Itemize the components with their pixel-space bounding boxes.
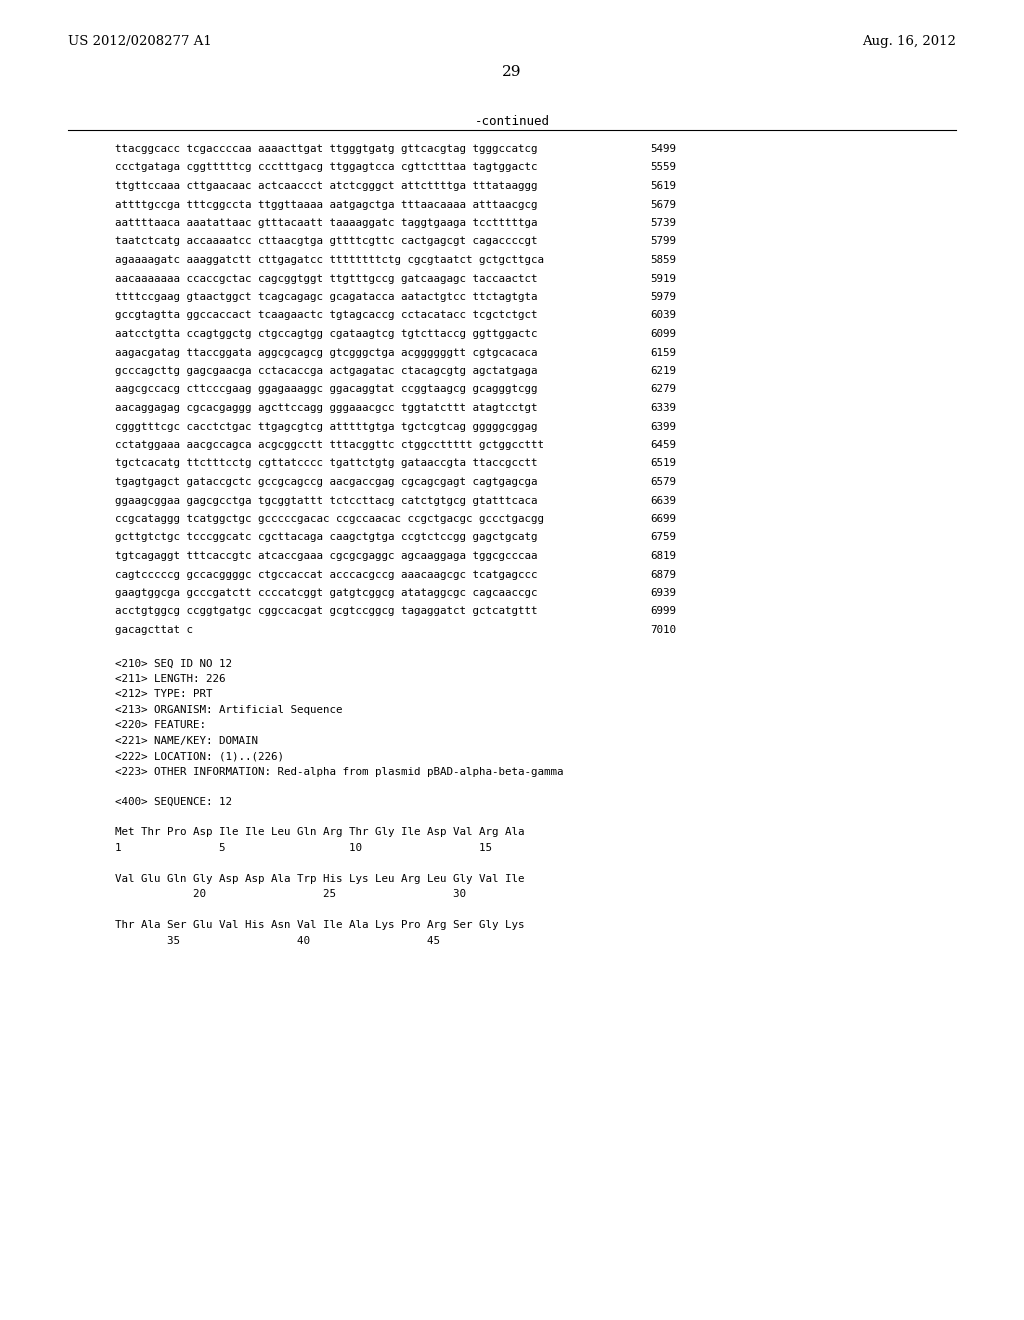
Text: gccgtagtta ggccaccact tcaagaactc tgtagcaccg cctacatacc tcgctctgct: gccgtagtta ggccaccact tcaagaactc tgtagca…: [115, 310, 538, 321]
Text: 6159: 6159: [650, 347, 676, 358]
Text: <220> FEATURE:: <220> FEATURE:: [115, 721, 206, 730]
Text: cgggtttcgc cacctctgac ttgagcgtcg atttttgtga tgctcgtcag gggggcggag: cgggtttcgc cacctctgac ttgagcgtcg atttttg…: [115, 421, 538, 432]
Text: 20                  25                  30: 20 25 30: [115, 890, 466, 899]
Text: US 2012/0208277 A1: US 2012/0208277 A1: [68, 36, 212, 48]
Text: 5499: 5499: [650, 144, 676, 154]
Text: aatcctgtta ccagtggctg ctgccagtgg cgataagtcg tgtcttaccg ggttggactc: aatcctgtta ccagtggctg ctgccagtgg cgataag…: [115, 329, 538, 339]
Text: Aug. 16, 2012: Aug. 16, 2012: [862, 36, 956, 48]
Text: gcttgtctgc tcccggcatc cgcttacaga caagctgtga ccgtctccgg gagctgcatg: gcttgtctgc tcccggcatc cgcttacaga caagctg…: [115, 532, 538, 543]
Text: 7010: 7010: [650, 624, 676, 635]
Text: aacaggagag cgcacgaggg agcttccagg gggaaacgcc tggtatcttt atagtcctgt: aacaggagag cgcacgaggg agcttccagg gggaaac…: [115, 403, 538, 413]
Text: gaagtggcga gcccgatctt ccccatcggt gatgtcggcg atataggcgc cagcaaccgc: gaagtggcga gcccgatctt ccccatcggt gatgtcg…: [115, 587, 538, 598]
Text: <400> SEQUENCE: 12: <400> SEQUENCE: 12: [115, 796, 232, 807]
Text: 6699: 6699: [650, 513, 676, 524]
Text: cctatggaaa aacgccagca acgcggcctt tttacggttc ctggccttttt gctggccttt: cctatggaaa aacgccagca acgcggcctt tttacgg…: [115, 440, 544, 450]
Text: 6099: 6099: [650, 329, 676, 339]
Text: 6039: 6039: [650, 310, 676, 321]
Text: acctgtggcg ccggtgatgc cggccacgat gcgtccggcg tagaggatct gctcatgttt: acctgtggcg ccggtgatgc cggccacgat gcgtccg…: [115, 606, 538, 616]
Text: 6759: 6759: [650, 532, 676, 543]
Text: 6399: 6399: [650, 421, 676, 432]
Text: ttgttccaaa cttgaacaac actcaaccct atctcgggct attcttttga tttataaggg: ttgttccaaa cttgaacaac actcaaccct atctcgg…: [115, 181, 538, 191]
Text: Met Thr Pro Asp Ile Ile Leu Gln Arg Thr Gly Ile Asp Val Arg Ala: Met Thr Pro Asp Ile Ile Leu Gln Arg Thr …: [115, 828, 524, 837]
Text: agaaaagatc aaaggatctt cttgagatcc ttttttttctg cgcgtaatct gctgcttgca: agaaaagatc aaaggatctt cttgagatcc ttttttt…: [115, 255, 544, 265]
Text: <213> ORGANISM: Artificial Sequence: <213> ORGANISM: Artificial Sequence: [115, 705, 342, 715]
Text: 5679: 5679: [650, 199, 676, 210]
Text: -continued: -continued: [474, 115, 550, 128]
Text: cagtcccccg gccacggggc ctgccaccat acccacgccg aaacaagcgc tcatgagccc: cagtcccccg gccacggggc ctgccaccat acccacg…: [115, 569, 538, 579]
Text: <211> LENGTH: 226: <211> LENGTH: 226: [115, 673, 225, 684]
Text: <212> TYPE: PRT: <212> TYPE: PRT: [115, 689, 213, 700]
Text: 6279: 6279: [650, 384, 676, 395]
Text: attttgccga tttcggccta ttggttaaaa aatgagctga tttaacaaaa atttaacgcg: attttgccga tttcggccta ttggttaaaa aatgagc…: [115, 199, 538, 210]
Text: ttacggcacc tcgaccccaa aaaacttgat ttgggtgatg gttcacgtag tgggccatcg: ttacggcacc tcgaccccaa aaaacttgat ttgggtg…: [115, 144, 538, 154]
Text: aagcgccacg cttcccgaag ggagaaaggc ggacaggtat ccggtaagcg gcagggtcgg: aagcgccacg cttcccgaag ggagaaaggc ggacagg…: [115, 384, 538, 395]
Text: <221> NAME/KEY: DOMAIN: <221> NAME/KEY: DOMAIN: [115, 735, 258, 746]
Text: 6519: 6519: [650, 458, 676, 469]
Text: taatctcatg accaaaatcc cttaacgtga gttttcgttc cactgagcgt cagaccccgt: taatctcatg accaaaatcc cttaacgtga gttttcg…: [115, 236, 538, 247]
Text: tgtcagaggt tttcaccgtc atcaccgaaa cgcgcgaggc agcaaggaga tggcgcccaa: tgtcagaggt tttcaccgtc atcaccgaaa cgcgcga…: [115, 550, 538, 561]
Text: 5919: 5919: [650, 273, 676, 284]
Text: 6219: 6219: [650, 366, 676, 376]
Text: <223> OTHER INFORMATION: Red-alpha from plasmid pBAD-alpha-beta-gamma: <223> OTHER INFORMATION: Red-alpha from …: [115, 767, 563, 776]
Text: gcccagcttg gagcgaacga cctacaccga actgagatac ctacagcgtg agctatgaga: gcccagcttg gagcgaacga cctacaccga actgaga…: [115, 366, 538, 376]
Text: 5739: 5739: [650, 218, 676, 228]
Text: 5619: 5619: [650, 181, 676, 191]
Text: <210> SEQ ID NO 12: <210> SEQ ID NO 12: [115, 659, 232, 668]
Text: 6339: 6339: [650, 403, 676, 413]
Text: Thr Ala Ser Glu Val His Asn Val Ile Ala Lys Pro Arg Ser Gly Lys: Thr Ala Ser Glu Val His Asn Val Ile Ala …: [115, 920, 524, 931]
Text: aagacgatag ttaccggata aggcgcagcg gtcgggctga acggggggtt cgtgcacaca: aagacgatag ttaccggata aggcgcagcg gtcgggc…: [115, 347, 538, 358]
Text: 6999: 6999: [650, 606, 676, 616]
Text: 29: 29: [502, 65, 522, 79]
Text: ccgcataggg tcatggctgc gcccccgacac ccgccaacac ccgctgacgc gccctgacgg: ccgcataggg tcatggctgc gcccccgacac ccgcca…: [115, 513, 544, 524]
Text: aattttaaca aaatattaac gtttacaatt taaaaggatc taggtgaaga tcctttttga: aattttaaca aaatattaac gtttacaatt taaaagg…: [115, 218, 538, 228]
Text: 6879: 6879: [650, 569, 676, 579]
Text: tgctcacatg ttctttcctg cgttatcccc tgattctgtg gataaccgta ttaccgcctt: tgctcacatg ttctttcctg cgttatcccc tgattct…: [115, 458, 538, 469]
Text: aacaaaaaaa ccaccgctac cagcggtggt ttgtttgccg gatcaagagc taccaactct: aacaaaaaaa ccaccgctac cagcggtggt ttgtttg…: [115, 273, 538, 284]
Text: 5559: 5559: [650, 162, 676, 173]
Text: 1               5                   10                  15: 1 5 10 15: [115, 842, 492, 853]
Text: 6579: 6579: [650, 477, 676, 487]
Text: gacagcttat c: gacagcttat c: [115, 624, 193, 635]
Text: 5859: 5859: [650, 255, 676, 265]
Text: ccctgataga cggtttttcg ccctttgacg ttggagtcca cgttctttaa tagtggactc: ccctgataga cggtttttcg ccctttgacg ttggagt…: [115, 162, 538, 173]
Text: 6939: 6939: [650, 587, 676, 598]
Text: 5979: 5979: [650, 292, 676, 302]
Text: ttttccgaag gtaactggct tcagcagagc gcagatacca aatactgtcc ttctagtgta: ttttccgaag gtaactggct tcagcagagc gcagata…: [115, 292, 538, 302]
Text: 6459: 6459: [650, 440, 676, 450]
Text: <222> LOCATION: (1)..(226): <222> LOCATION: (1)..(226): [115, 751, 284, 762]
Text: 6639: 6639: [650, 495, 676, 506]
Text: Val Glu Gln Gly Asp Asp Ala Trp His Lys Leu Arg Leu Gly Val Ile: Val Glu Gln Gly Asp Asp Ala Trp His Lys …: [115, 874, 524, 884]
Text: tgagtgagct gataccgctc gccgcagccg aacgaccgag cgcagcgagt cagtgagcga: tgagtgagct gataccgctc gccgcagccg aacgacc…: [115, 477, 538, 487]
Text: ggaagcggaa gagcgcctga tgcggtattt tctccttacg catctgtgcg gtatttcaca: ggaagcggaa gagcgcctga tgcggtattt tctcctt…: [115, 495, 538, 506]
Text: 35                  40                  45: 35 40 45: [115, 936, 440, 945]
Text: 5799: 5799: [650, 236, 676, 247]
Text: 6819: 6819: [650, 550, 676, 561]
